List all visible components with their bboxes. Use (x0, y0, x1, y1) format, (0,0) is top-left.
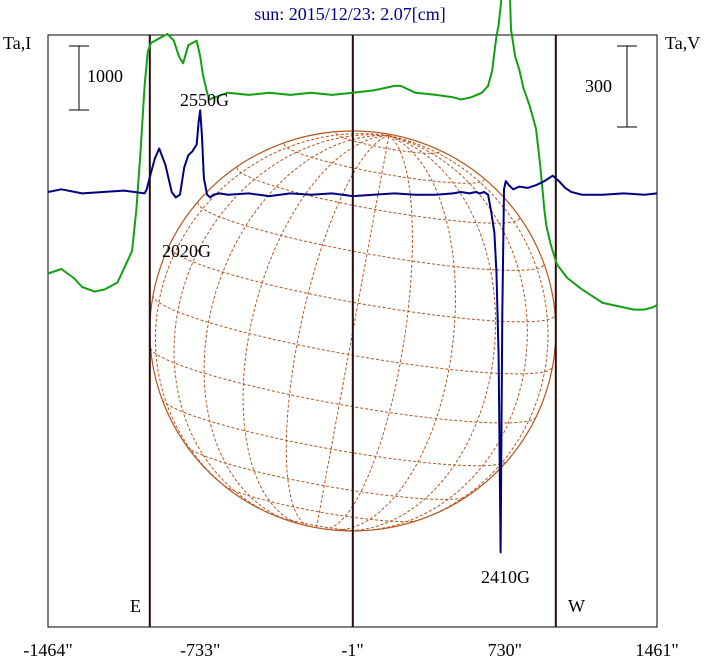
grid-longitude-line (332, 135, 457, 531)
x-tick-labels: -1464" -733" -1" 730" 1461" (23, 640, 678, 660)
x-tick-label: -733" (180, 640, 220, 660)
grid-longitude-line (388, 135, 549, 524)
grid-latitude-line (168, 245, 556, 323)
right-axis-label: Ta,V (665, 33, 700, 53)
x-tick-label: -1464" (23, 640, 72, 660)
grid-latitude-line (150, 347, 537, 424)
grid-longitude-line (173, 134, 389, 516)
right-scale-bar (617, 45, 637, 128)
x-tick-label: -1" (341, 640, 363, 660)
grid-longitude-line (203, 134, 389, 521)
grid-latitude-line (162, 399, 507, 467)
grid-longitude-line (316, 135, 390, 528)
chart-title: sun: 2015/12/23: 2.07[cm] (254, 4, 446, 24)
grid-latitude-line (224, 485, 418, 523)
left-scale-bar-label: 1000 (87, 66, 123, 86)
plot-frame (47, 34, 658, 628)
annotation-2020g: 2020G (162, 241, 211, 261)
left-axis-label: Ta,I (3, 33, 31, 53)
left-scale-bar (69, 45, 89, 111)
series-ta-v-line (47, 109, 658, 554)
grid-longitude-line (242, 135, 389, 525)
grid-longitude-line (362, 135, 528, 531)
x-tick-label: 1461" (635, 640, 678, 660)
east-limb-label: E (130, 596, 141, 616)
right-scale-bar-label: 300 (585, 76, 612, 96)
series-layer (47, 0, 658, 554)
grid-longitude-line (346, 135, 497, 531)
x-tick-label: 730" (488, 640, 522, 660)
grid-latitude-line (186, 446, 467, 500)
annotation-2550g: 2550G (180, 90, 229, 110)
west-limb-label: W (568, 596, 585, 616)
grid-latitude-line (283, 143, 485, 184)
grid-latitude-line (236, 167, 520, 224)
grid-longitude-line (155, 133, 389, 493)
annotation-2410g: 2410G (481, 567, 530, 587)
series-ta-i-line (47, 0, 658, 311)
